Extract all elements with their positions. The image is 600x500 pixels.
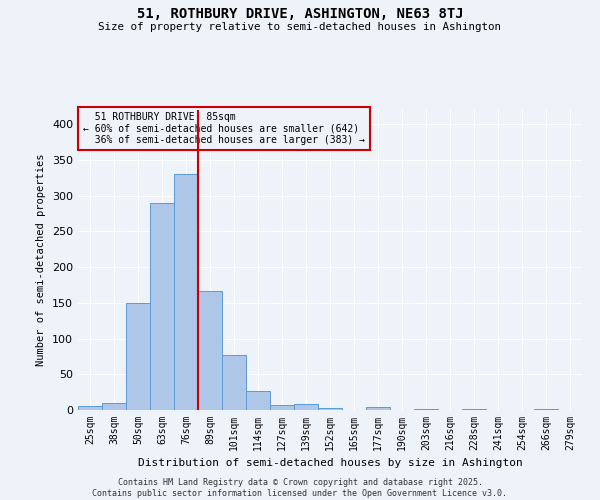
Text: 51 ROTHBURY DRIVE: 85sqm
← 60% of semi-detached houses are smaller (642)
  36% o: 51 ROTHBURY DRIVE: 85sqm ← 60% of semi-d…	[83, 112, 365, 144]
Y-axis label: Number of semi-detached properties: Number of semi-detached properties	[37, 154, 46, 366]
Bar	[126, 303, 150, 410]
Bar	[78, 406, 102, 410]
Bar	[534, 408, 558, 410]
Bar	[366, 407, 390, 410]
Bar	[270, 405, 294, 410]
X-axis label: Distribution of semi-detached houses by size in Ashington: Distribution of semi-detached houses by …	[137, 458, 523, 468]
Bar	[246, 392, 270, 410]
Text: Contains HM Land Registry data © Crown copyright and database right 2025.
Contai: Contains HM Land Registry data © Crown c…	[92, 478, 508, 498]
Bar	[102, 403, 126, 410]
Bar	[150, 203, 174, 410]
Bar	[198, 290, 222, 410]
Text: 51, ROTHBURY DRIVE, ASHINGTON, NE63 8TJ: 51, ROTHBURY DRIVE, ASHINGTON, NE63 8TJ	[137, 8, 463, 22]
Bar	[222, 355, 246, 410]
Bar	[414, 408, 438, 410]
Text: Size of property relative to semi-detached houses in Ashington: Size of property relative to semi-detach…	[98, 22, 502, 32]
Bar	[174, 174, 198, 410]
Bar	[294, 404, 318, 410]
Bar	[318, 408, 342, 410]
